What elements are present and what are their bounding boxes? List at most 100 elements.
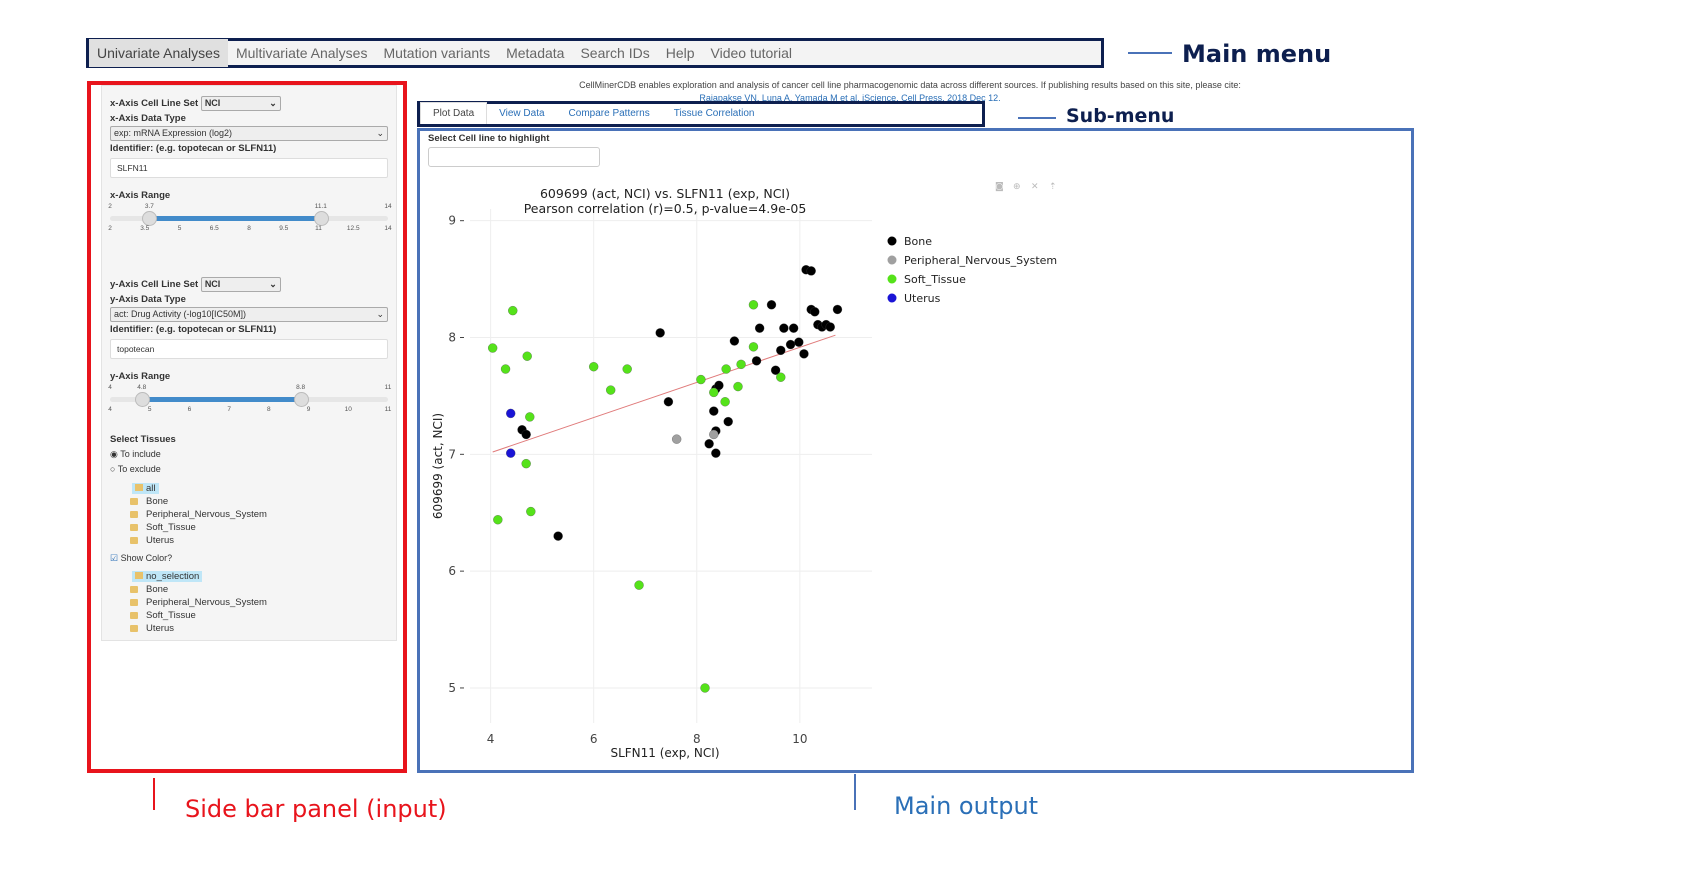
tab-view-data[interactable]: View Data (499, 108, 545, 119)
slider-high-handle[interactable] (293, 392, 309, 407)
legend-label: Soft_Tissue (904, 273, 966, 286)
menu-item-search-ids[interactable]: Search IDs (580, 45, 650, 61)
y-identifier-label: Identifier: (e.g. topotecan or SLFN11) (110, 324, 277, 335)
tree-root[interactable]: no_selection (116, 570, 388, 583)
x-identifier-input[interactable]: SLFN11 (110, 158, 388, 178)
tree-root-label: no_selection (146, 571, 200, 582)
chevron-down-icon: ⌄ (376, 128, 384, 138)
autoscale-icon[interactable]: ✕ (1031, 182, 1039, 192)
slider-max-label: 11 (384, 384, 392, 391)
sidebar-panel: x-Axis Cell Line Set NCI ⌄ x-Axis Data Ty… (87, 81, 407, 773)
x-tick-label: 6 (590, 732, 598, 746)
main-output: Select Cell line to highlight 4 6 8 10 5 6 7 8 9… (417, 128, 1414, 773)
data-point-bone (714, 380, 724, 391)
select-tissues-label: Select Tissues (110, 434, 176, 445)
tree-node[interactable]: Uterus (116, 534, 388, 547)
data-point-soft_tissue (696, 374, 706, 385)
color-tree: no_selection Bone Peripheral_Nervous_Syste… (116, 570, 388, 635)
slider-low-label: 3.7 (144, 203, 154, 210)
tree-root[interactable]: all (116, 482, 388, 495)
menu-item-univariate-analyses[interactable]: Univariate Analyses (89, 39, 228, 67)
data-point-bone (810, 307, 820, 317)
slider-high-handle[interactable] (313, 211, 329, 226)
menu-item-video-tutorial[interactable]: Video tutorial (710, 45, 792, 61)
highlight-label: Select Cell line to highlight (428, 133, 550, 144)
main-menu: Univariate Analyses Multivariate Analyses… (86, 38, 1104, 68)
annotation-sidebar: Side bar panel (input) (185, 795, 447, 823)
y-identifier-input[interactable]: topotecan (110, 339, 388, 359)
menu-item-metadata[interactable]: Metadata (506, 45, 565, 61)
x-datatype-value: exp: mRNA Expression (log2) (114, 128, 233, 138)
legend-label: Uterus (904, 292, 941, 305)
slider-tick-label: 8 (267, 406, 271, 413)
menu-item-multivariate-analyses[interactable]: Multivariate Analyses (235, 45, 368, 61)
tab-tissue-correlation[interactable]: Tissue Correlation (673, 108, 755, 119)
y-axis-label: 609699 (act, NCI) (431, 413, 445, 519)
legend-marker (887, 293, 897, 303)
data-point-bone (711, 448, 721, 458)
slider-selected-range (149, 216, 321, 221)
data-point-bone (663, 397, 674, 407)
tree-node[interactable]: Peripheral_Nervous_System (116, 596, 388, 609)
annotation-sub-menu: Sub-menu (1066, 105, 1175, 127)
data-point-soft_tissue (488, 343, 498, 353)
slider-tick-label: 4 (108, 406, 112, 413)
data-point-soft_tissue (525, 412, 535, 422)
slider-min-label: 2 (108, 203, 112, 210)
x-tick-label: 8 (693, 732, 701, 746)
citation-link[interactable]: Rajapakse VN, Luna A, Yamada M et al. iS… (699, 93, 1001, 103)
highlight-input[interactable] (428, 147, 600, 167)
y-datatype-value: act: Drug Activity (-log10[IC50M]) (114, 309, 247, 319)
slider-tick-label: 10 (344, 406, 352, 413)
tab-compare-patterns[interactable]: Compare Patterns (568, 108, 650, 119)
annotation-main-output: Main output (894, 792, 1039, 820)
arrow-sub-menu (1018, 117, 1056, 119)
data-point-bone (655, 328, 665, 338)
arrow-main-output (854, 774, 856, 810)
legend-marker (887, 255, 897, 265)
x-datatype-select[interactable]: exp: mRNA Expression (log2) ⌄ (110, 126, 388, 141)
zoom-icon[interactable]: ⊕ (1013, 182, 1021, 192)
slider-low-handle[interactable] (142, 211, 158, 226)
y-tick-label: 7 (448, 447, 456, 461)
tree-node[interactable]: Uterus (116, 622, 388, 635)
y-datatype-select[interactable]: act: Drug Activity (-log10[IC50M]) ⌄ (110, 307, 388, 322)
camera-icon[interactable]: ◙ (995, 182, 1004, 192)
y-range-label: y-Axis Range (110, 371, 171, 382)
y-range-slider[interactable]: 4 11 4.8 8.8 4 5 6 7 8 9 10 11 (108, 384, 391, 418)
x-axis-label: SLFN11 (exp, NCI) (610, 746, 719, 760)
slider-tick-label: 7 (227, 406, 231, 413)
x-cellset-select[interactable]: NCI ⌄ (200, 96, 281, 111)
regression-line (492, 334, 836, 453)
tree-node[interactable]: Peripheral_Nervous_System (116, 508, 388, 521)
slider-tick-label: 9.5 (279, 225, 289, 232)
tab-plot-data[interactable]: Plot Data (420, 102, 488, 124)
show-color-checkbox[interactable]: ☑ Show Color? (110, 553, 173, 563)
data-point-bone (754, 323, 765, 333)
x-range-slider[interactable]: 2 14 3.7 11.1 2 3.5 5 6.5 8 9.5 11 12.5 14 (108, 203, 391, 237)
include-radio[interactable]: ◉ To include (110, 449, 161, 459)
legend-marker (887, 274, 897, 284)
slider-tick-label: 11 (315, 225, 322, 232)
y-cellset-select[interactable]: NCI ⌄ (200, 277, 281, 292)
data-point-soft_tissue (634, 580, 644, 590)
exclude-radio[interactable]: ○ To exclude (110, 464, 161, 474)
slider-low-label: 4.8 (137, 384, 147, 391)
tree-node[interactable]: Bone (116, 495, 388, 508)
data-point-bone (832, 304, 843, 315)
tree-node[interactable]: Soft_Tissue (116, 521, 388, 534)
data-point-soft_tissue (733, 381, 743, 392)
menu-item-mutation-variants[interactable]: Mutation variants (383, 45, 491, 61)
data-point-bone (723, 416, 733, 427)
reset-icon[interactable]: ⇡ (1049, 182, 1057, 192)
tree-node[interactable]: Soft_Tissue (116, 609, 388, 622)
slider-low-handle[interactable] (134, 392, 150, 407)
data-point-soft_tissue (606, 385, 616, 395)
slider-tick-label: 6.5 (209, 225, 219, 232)
data-point-soft_tissue (500, 364, 511, 374)
data-point-bone (794, 337, 804, 347)
data-point-bone (766, 300, 777, 310)
slider-tick-label: 5 (177, 225, 182, 232)
tree-node[interactable]: Bone (116, 583, 388, 596)
menu-item-help[interactable]: Help (665, 45, 695, 61)
